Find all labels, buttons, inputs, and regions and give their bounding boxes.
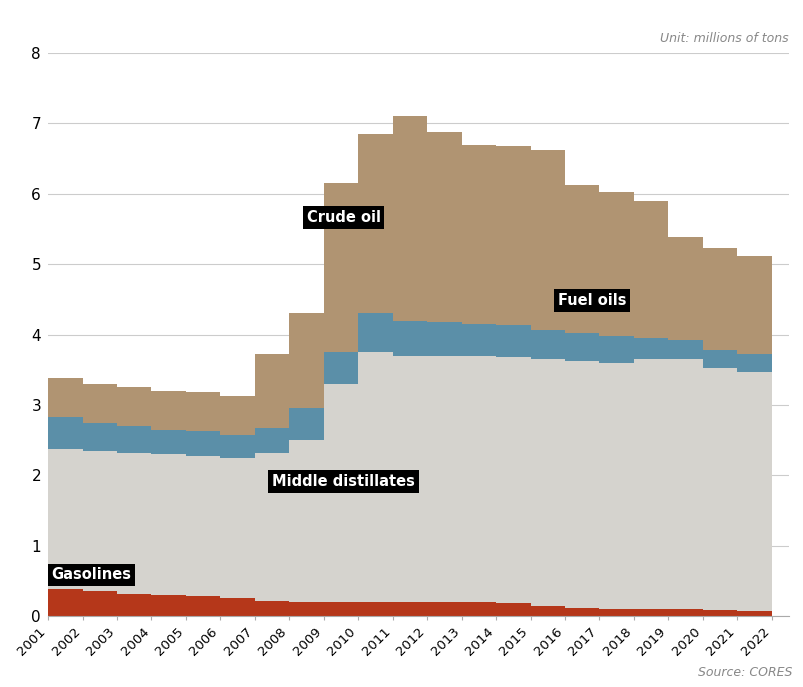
Text: Fuel oils: Fuel oils xyxy=(557,293,626,308)
Text: Middle distillates: Middle distillates xyxy=(271,474,414,489)
Text: Source: CORES: Source: CORES xyxy=(697,666,791,679)
Text: Unit: millions of tons: Unit: millions of tons xyxy=(659,32,788,45)
Text: Gasolines: Gasolines xyxy=(51,567,132,583)
Text: Crude oil: Crude oil xyxy=(306,210,380,225)
